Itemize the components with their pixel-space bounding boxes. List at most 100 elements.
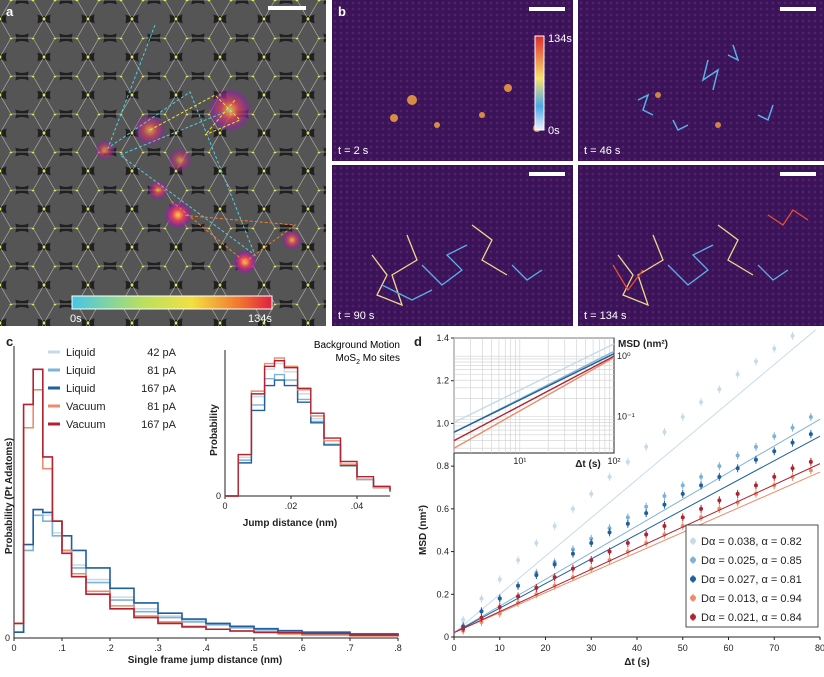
data-point	[570, 551, 575, 556]
legend-series-current: 42 pA	[147, 347, 176, 359]
x-tick-label: .7	[346, 643, 354, 653]
inset-series-line-liquid167	[225, 379, 391, 497]
panel-b-colorbar-max: 134s	[548, 33, 572, 45]
data-point	[589, 541, 594, 546]
data-point	[534, 573, 539, 578]
y-tick-label: 0.2	[436, 589, 449, 599]
x-tick-label: .5	[250, 643, 258, 653]
data-point	[497, 577, 502, 582]
fit-line-vacuum167	[453, 463, 821, 634]
data-point	[662, 502, 667, 507]
y-tick-label: 0.4	[436, 547, 449, 557]
data-point	[772, 449, 777, 454]
data-point	[461, 626, 466, 631]
scalebar	[529, 7, 565, 11]
y-tick-label: 0.6	[436, 504, 449, 514]
title-mos: MoS	[336, 353, 357, 364]
panel-a-lattice: 0s 134s	[0, 0, 326, 326]
legend-entry: Dα = 0.021, α = 0.84	[701, 612, 802, 624]
panel-d-inset-series	[453, 343, 615, 449]
title-rest: Mo sites	[360, 353, 400, 364]
panel-b-label: b	[338, 4, 346, 19]
panel-c-inset-title-2: MoS2 Mo sites	[336, 353, 400, 366]
data-point	[625, 541, 630, 546]
panel-c: c 0 .1 .2 .3 .4 .5 .6 .7 .8 0 Single frame jump …	[0, 330, 408, 672]
data-point	[717, 498, 722, 503]
data-point	[625, 515, 630, 520]
data-point	[699, 474, 704, 479]
series-line-vacuum167	[14, 368, 399, 637]
panel-d-x-ticks: 0 10 20 30 40 50 60 70 80	[451, 637, 824, 653]
inset-series-line-vacuum167	[225, 360, 391, 497]
data-point	[790, 333, 795, 338]
legend-entry: Dα = 0.013, α = 0.94	[701, 593, 802, 605]
x-tick-label: 70	[769, 643, 779, 653]
panel-d-inset-grid	[453, 337, 614, 453]
frame-time-label: t = 134 s	[584, 310, 627, 322]
panel-b-frame-2: t = 46 s	[578, 0, 824, 161]
data-point	[589, 558, 594, 563]
x-tick-label: 10	[495, 643, 505, 653]
x-tick-label: 60	[723, 643, 733, 653]
data-point	[753, 483, 758, 488]
data-point	[534, 585, 539, 590]
series-line-liquid167	[14, 508, 399, 636]
data-point	[461, 617, 466, 622]
panel-a-micrograph: 0s 134s a	[0, 0, 326, 326]
panel-c-label: c	[6, 334, 14, 349]
legend-series-name: Liquid	[66, 347, 95, 359]
data-point	[644, 504, 649, 509]
panel-b-frame-3: t = 90 s	[332, 165, 573, 326]
frame-time-label: t = 2 s	[338, 145, 369, 157]
x-tick-label: .8	[394, 643, 402, 653]
legend-box	[685, 524, 819, 628]
data-point	[662, 494, 667, 499]
data-point	[735, 491, 740, 496]
data-point	[808, 459, 813, 464]
y-tick-label: 0	[444, 632, 449, 642]
data-point	[644, 532, 649, 537]
panel-d-ylabel: MSD (nm²)	[418, 505, 429, 555]
x-tick-label: 80	[815, 643, 824, 653]
x-tick-label: .4	[202, 643, 210, 653]
data-point	[790, 440, 795, 445]
data-point	[808, 415, 813, 420]
x-tick-label: .2	[106, 643, 114, 653]
panel-d-chart: 0 10 20 30 40 50 60 70 80 0 0.2 0.4 0.6 0.8 1.0 1.2 1.4…	[418, 319, 824, 668]
legend-entry: Dα = 0.038, α = 0.82	[701, 536, 802, 548]
data-point	[699, 483, 704, 488]
data-point	[516, 558, 521, 563]
panel-a-scalebar	[268, 6, 306, 10]
inset-x-tick-label: .04	[351, 501, 364, 511]
y-tick-label: 1.4	[436, 333, 449, 343]
data-point	[497, 605, 502, 610]
inset-x-tick-label: 0	[222, 501, 227, 511]
legend-series-current: 167 pA	[141, 383, 177, 395]
data-point	[808, 432, 813, 437]
data-point	[772, 346, 777, 351]
legend-marker	[690, 576, 696, 582]
data-point	[644, 511, 649, 516]
fit-line-liquid81	[453, 418, 821, 634]
data-point	[790, 466, 795, 471]
x-tick-label: .3	[154, 643, 162, 653]
panel-b-colorbar-min: 0s	[548, 125, 560, 137]
x-tick-label: 0	[451, 643, 456, 653]
data-point	[680, 415, 685, 420]
panel-c-x-ticks: 0 .1 .2 .3 .4 .5 .6 .7 .8	[11, 638, 402, 653]
data-point	[680, 491, 685, 496]
panel-b: 134s 0s t = 2 s t = 46 s	[332, 0, 824, 326]
data-point	[497, 596, 502, 601]
panel-c-inset: 0 .02 .04 0 Jump distance (nm) Probability…	[209, 340, 400, 529]
legend-series-name: Liquid	[66, 383, 95, 395]
frame-time-label: t = 90 s	[338, 310, 375, 322]
y-tick-label: 1.2	[436, 376, 449, 386]
panel-d-inset: 10¹ 10² 10⁰ 10⁻¹ Δt (s) MSD (nm²)	[453, 337, 668, 470]
inset-x-tick-label: 10¹	[513, 456, 526, 466]
panel-c-inset-x-ticks: 0 .02 .04	[222, 496, 363, 511]
data-point	[552, 523, 557, 528]
panel-c-inset-y-ticks: 0	[216, 491, 221, 501]
data-point	[772, 474, 777, 479]
data-point	[717, 474, 722, 479]
data-point	[772, 434, 777, 439]
